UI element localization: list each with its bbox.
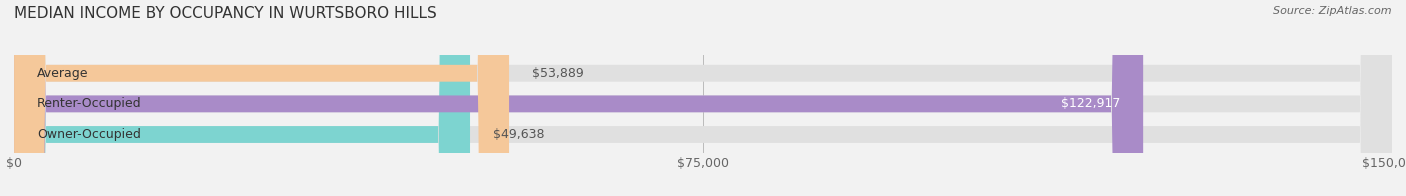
Text: $49,638: $49,638 [494,128,544,141]
Text: Owner-Occupied: Owner-Occupied [37,128,141,141]
Text: $122,917: $122,917 [1060,97,1121,110]
FancyBboxPatch shape [14,0,1392,196]
Text: Source: ZipAtlas.com: Source: ZipAtlas.com [1274,6,1392,16]
FancyBboxPatch shape [14,0,1143,196]
FancyBboxPatch shape [14,0,509,196]
FancyBboxPatch shape [14,0,470,196]
FancyBboxPatch shape [14,0,1392,196]
FancyBboxPatch shape [14,0,1392,196]
Text: Renter-Occupied: Renter-Occupied [37,97,142,110]
Text: $53,889: $53,889 [531,67,583,80]
Text: Average: Average [37,67,89,80]
Text: MEDIAN INCOME BY OCCUPANCY IN WURTSBORO HILLS: MEDIAN INCOME BY OCCUPANCY IN WURTSBORO … [14,6,437,21]
